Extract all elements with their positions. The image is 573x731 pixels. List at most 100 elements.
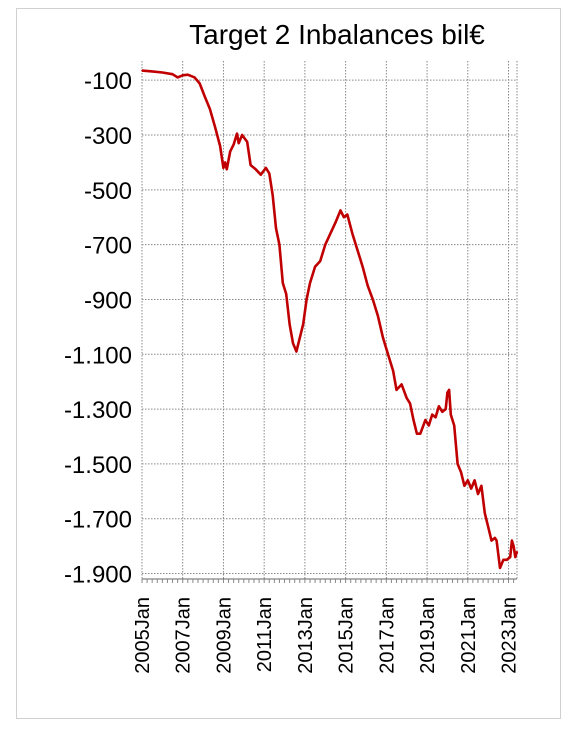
data-point [237,142,240,145]
data-point [409,402,411,405]
data-point [405,397,408,399]
x-tick-label: 2023Jan [499,597,521,674]
data-point [351,232,354,235]
data-point [324,243,327,246]
data-point [295,350,298,353]
data-point [193,76,196,79]
data-point [299,337,301,339]
data-point [356,249,359,251]
data-point [275,227,277,229]
data-point [292,342,294,345]
x-tick-label: 2007Jan [173,597,195,674]
data-point [434,416,437,419]
y-tick-label: -1.700 [64,507,132,534]
data-point [495,539,498,542]
x-tick-label: 2013Jan [295,597,317,674]
data-point [387,353,389,356]
data-point [339,209,342,212]
data-point [490,539,493,542]
data-point [511,539,513,542]
y-tick-label: -1.100 [64,342,132,369]
data-point [361,265,364,268]
data-point [271,194,274,197]
data-point [209,108,211,110]
x-axis-ticks: 2005Jan 2007Jan 2009Jan 2011Jan 2013Jan 2015J… [132,597,521,674]
y-tick-label: -500 [84,178,132,205]
data-point [282,282,284,284]
data-point [176,76,179,79]
y-tick-label: -900 [84,287,132,314]
data-point [343,216,345,219]
data-point [246,141,249,143]
data-point [285,293,288,295]
data-point [453,424,456,427]
data-point [219,145,221,147]
data-point [226,168,228,171]
y-tick-label: -700 [84,233,132,260]
data-point [268,172,271,175]
data-point [416,432,418,435]
data-point [305,298,308,301]
data-point [249,164,252,166]
data-point [224,161,226,164]
data-point [309,282,311,284]
y-tick-label: -300 [84,123,132,150]
data-point [346,213,349,216]
data-point [473,479,476,482]
data-point [477,493,479,495]
data-point [516,550,518,553]
data-point [470,487,472,490]
data-point [456,463,459,465]
x-tick-label: 2019Jan [417,597,439,674]
data-point [446,391,449,394]
data-point [514,556,517,558]
x-tick-label: 2011Jan [254,597,276,672]
data-point [319,260,321,262]
data-point [448,389,450,391]
data-point [463,485,466,487]
y-tick-label: -100 [84,68,132,95]
data-point [214,125,216,128]
data-point [424,419,427,421]
data-point [502,559,505,561]
data-point [371,298,374,301]
data-point [278,243,281,246]
data-point [512,545,515,547]
data-point [366,284,369,287]
data-point [334,221,337,224]
data-point [431,413,433,416]
chart-title: Target 2 Inbalances bil€ [189,19,485,50]
data-point [480,485,483,487]
data-point [161,71,164,74]
data-point [288,323,291,325]
y-tick-label: -1.900 [64,562,132,589]
data-point [412,419,415,421]
data-point [377,315,379,317]
data-point [392,369,394,372]
data-point [181,74,184,77]
data-point [419,432,422,435]
data-point [460,471,462,473]
data-point [232,143,235,146]
data-point [382,337,384,339]
line-chart: Target 2 Inbalances bil€ -100 -300 -500 -70… [64,19,521,674]
data-point [141,69,143,72]
data-point [151,70,153,73]
data-point [494,537,496,539]
data-point [487,526,489,528]
data-point [229,150,232,153]
data-point [241,134,243,136]
grid-lines [141,61,518,583]
data-point [400,383,403,386]
x-tick-label: 2017Jan [376,597,398,674]
data-point [450,413,452,416]
data-point [509,556,512,558]
data-point [203,95,206,98]
x-tick-label: 2021Jan [458,597,480,674]
data-point [441,411,444,413]
data-point [198,82,201,85]
data-point [302,323,304,325]
data-point [314,265,316,268]
data-point [444,408,447,410]
series-group [141,69,519,570]
